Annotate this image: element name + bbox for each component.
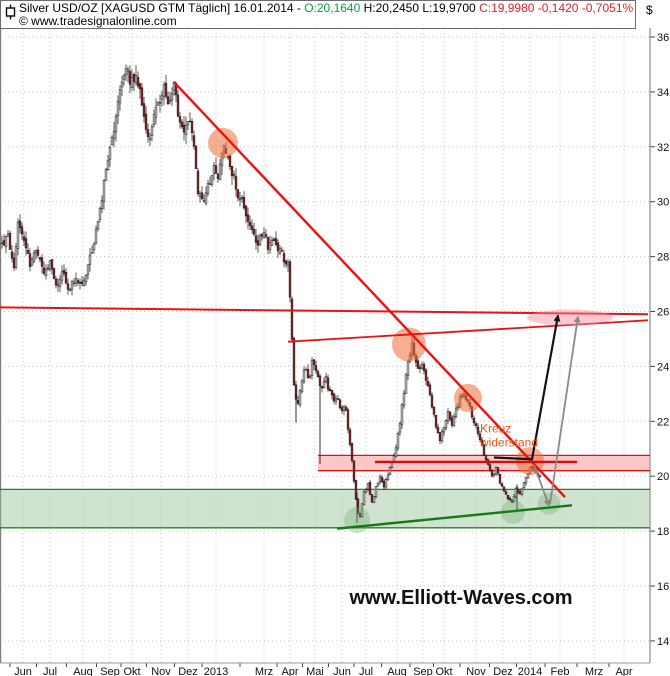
title-text-block: Silver USD/OZ [XAGUSD GTM Täglich] 16.01…	[19, 1, 635, 28]
gray-pullback-arrow	[533, 464, 551, 507]
y-axis-tick-label: 28	[657, 252, 669, 264]
x-axis-tick-label: Jul	[359, 666, 373, 676]
x-axis-tick-label: Jul	[43, 666, 57, 676]
x-axis-tick-label: Okt	[123, 666, 140, 676]
x-axis-tick-label: Mrz	[255, 666, 273, 676]
instrument-title: Silver USD/OZ [XAGUSD GTM Täglich] 16.01…	[19, 1, 301, 15]
x-axis-tick-label: Sep	[413, 666, 433, 676]
x-axis-tick-label: Nov	[151, 666, 171, 676]
y-axis-tick-label: 22	[657, 416, 669, 428]
rising-resistance-line	[287, 319, 649, 343]
x-axis-tick-label: Nov	[466, 666, 486, 676]
y-axis-tick-label: 30	[657, 197, 669, 209]
copyright-line: © www.tradesignalonline.com	[19, 14, 177, 28]
x-axis-tick-label: Dez	[493, 666, 513, 676]
y-axis-tick-label: 26	[657, 307, 669, 319]
chart-title-bar: Silver USD/OZ [XAGUSD GTM Täglich] 16.01…	[0, 0, 636, 29]
y-axis-tick-label: 18	[657, 526, 669, 538]
resistance-touch-circle	[454, 383, 482, 412]
target-ellipse	[527, 309, 613, 326]
y-axis-tick-label: 16	[657, 581, 669, 593]
annotation-text: widerstand	[479, 436, 538, 450]
touch-markers	[208, 127, 560, 534]
x-axis-tick-label: Feb	[551, 666, 570, 676]
x-axis-tick-label: Aug	[387, 666, 407, 676]
gray-projection-arrow	[549, 315, 581, 505]
y-axis-tick-label: 34	[657, 87, 669, 99]
resistance-touch-circle	[392, 327, 426, 362]
x-axis-tick-label: Apr	[615, 666, 632, 676]
x-axis-tick-label: Jun	[333, 666, 351, 676]
y-axis-tick-label: 14	[657, 636, 669, 648]
close-values: C:19,9980 -0,1420 -0,7051%	[479, 1, 634, 15]
y-axis-tick-label: 20	[657, 471, 669, 483]
support-touch-circle	[344, 507, 370, 534]
watermark: www.Elliott-Waves.com	[349, 587, 573, 609]
projection-arrows	[493, 314, 581, 507]
trend-lines	[0, 81, 649, 530]
x-axis-tick-label: Mai	[306, 666, 324, 676]
x-axis-tick-label: Okt	[435, 666, 452, 676]
high-low-values: H:20,2450 L:19,9700	[363, 1, 476, 15]
x-axis-tick-label: Jun	[14, 666, 32, 676]
resistance-touch-circle	[208, 127, 238, 158]
downtrend-line	[173, 81, 566, 498]
horizontal-resistance-line	[0, 306, 649, 316]
x-axis-tick-label: Aug	[73, 666, 93, 676]
rising-support-line	[336, 504, 573, 530]
y-axis-tick-label: 24	[657, 361, 669, 373]
x-axis-tick-label: 2013	[204, 666, 228, 676]
x-axis-tick-label: Dez	[178, 666, 198, 676]
x-axis-tick-label: 2014	[518, 666, 542, 676]
candles	[0, 64, 542, 523]
x-axis-tick-label: Sep	[100, 666, 120, 676]
black-projection-arrow	[493, 314, 561, 461]
x-axis-tick-label: Apr	[281, 666, 298, 676]
y-axis-tick-label: 36	[657, 32, 669, 44]
annotation-text: Kreuz	[480, 422, 511, 436]
currency-label: $	[646, 3, 653, 17]
instrument-line: Silver USD/OZ [XAGUSD GTM Täglich] 16.01…	[19, 2, 635, 15]
y-axis-tick-label: 32	[657, 142, 669, 154]
x-axis-tick-label: Mrz	[585, 666, 603, 676]
open-value: O:20,1640	[304, 1, 361, 15]
candlestick-icon	[1, 4, 19, 20]
